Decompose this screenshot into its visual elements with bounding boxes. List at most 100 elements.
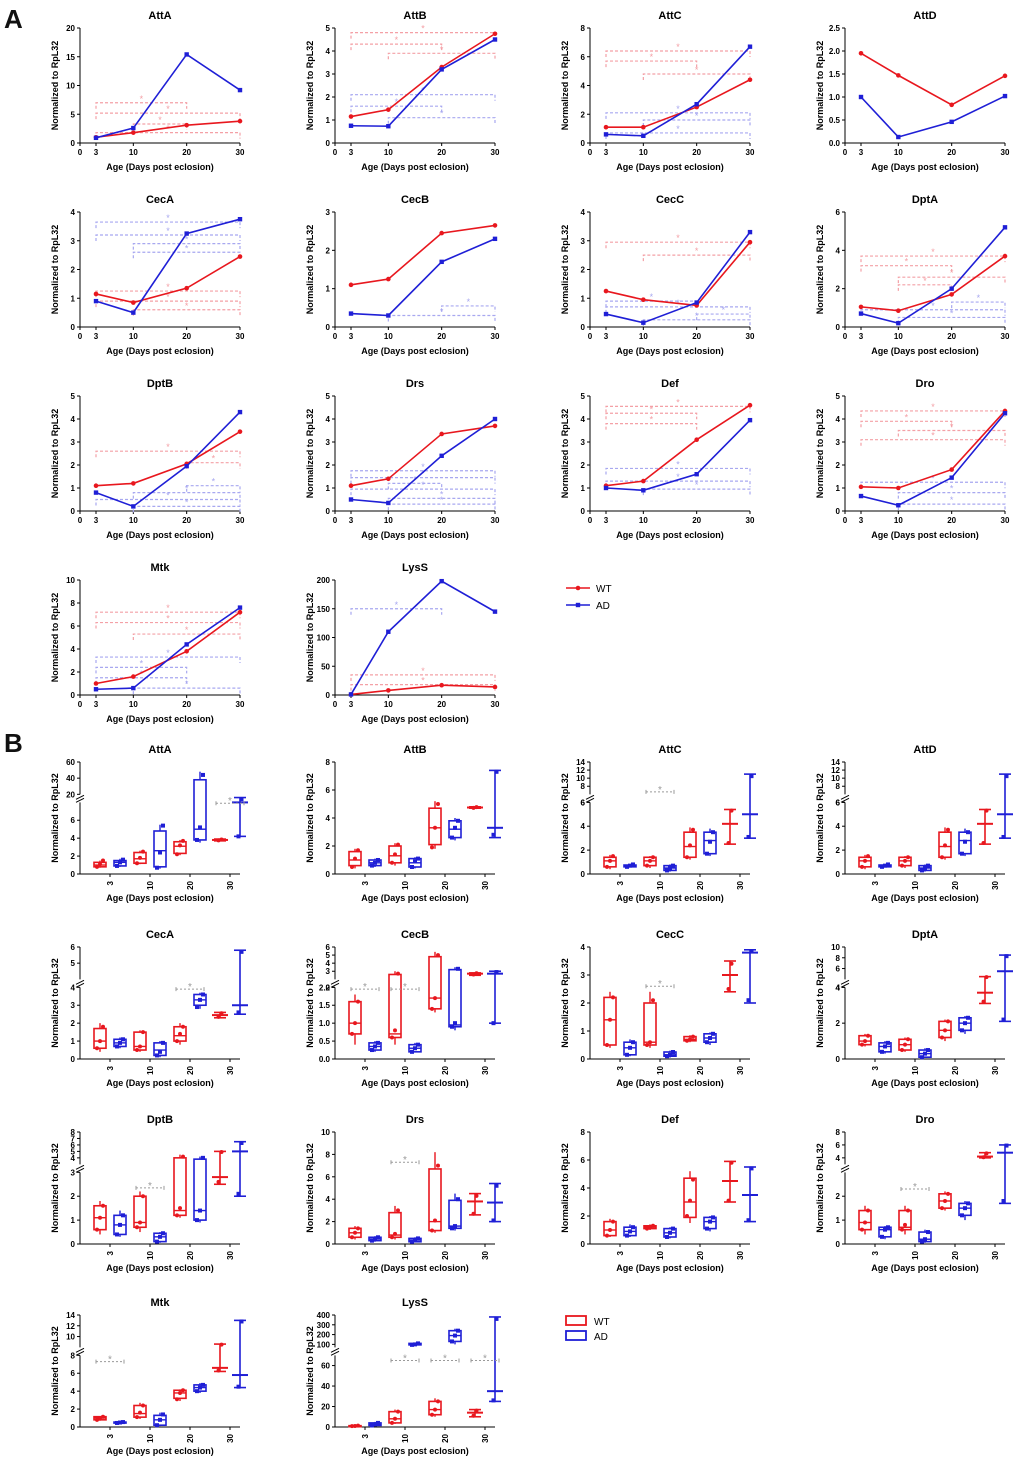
data-point-ad (115, 1044, 119, 1049)
significance-star: * (950, 268, 954, 278)
data-point-ad (963, 1021, 967, 1026)
significance-star: * (950, 495, 954, 505)
significance-bracket (95, 102, 188, 109)
x-axis-label: Age (Days post eclosion) (616, 893, 724, 903)
data-point-ad (494, 1183, 499, 1188)
data-point-wt (688, 843, 692, 848)
data-point-ad (439, 259, 444, 265)
significance-star: * (185, 235, 189, 245)
data-point-wt (858, 484, 864, 490)
data-point-ad (413, 859, 417, 864)
x-tick-label: 0 (78, 700, 83, 709)
data-point-wt (981, 840, 986, 845)
y-tick-label: 0 (71, 323, 76, 332)
x-tick-label: 3 (94, 516, 99, 525)
data-point-ad (880, 1234, 884, 1239)
y-tick-label: 4 (326, 814, 331, 823)
x-tick-label: 20 (441, 1250, 450, 1259)
chart-b-ceca: CecA Normalized to RpL32 Age (Days post ec… (50, 929, 248, 1088)
x-tick-label: 3 (94, 700, 99, 709)
y-axis-label: Normalized to RpL32 (50, 225, 60, 315)
y-tick-label: 6 (581, 798, 586, 807)
significance-bracket (605, 405, 751, 413)
box-wt (388, 1211, 402, 1239)
x-tick-label: 10 (146, 880, 155, 889)
data-point-ad (450, 1024, 454, 1029)
x-tick-label: 3 (106, 1250, 115, 1255)
significance-star: * (977, 293, 981, 303)
data-point-ad (198, 825, 202, 830)
x-tick-label: 30 (491, 148, 500, 157)
data-point-ad (453, 1224, 457, 1229)
box-ad (193, 1158, 207, 1221)
box-wt (173, 1157, 187, 1217)
significance-star: * (695, 65, 699, 75)
significance-bracket (387, 314, 496, 322)
x-tick-label: 10 (146, 1065, 155, 1074)
data-point-wt (436, 1163, 440, 1168)
y-tick-label: 2.0 (319, 983, 331, 992)
data-point-wt (393, 1028, 397, 1033)
data-point-wt (95, 864, 99, 869)
data-point-wt (474, 805, 479, 810)
chart-b-cecb: CecB Normalized to RpL32 Age (Days post ec… (305, 929, 503, 1088)
data-point-wt (131, 481, 136, 486)
x-axis-label: Age (Days post eclosion) (106, 1078, 214, 1088)
x-tick-label: 10 (384, 516, 393, 525)
significance-star: * (650, 415, 654, 425)
data-point-ad (665, 868, 669, 873)
series-line-ad (860, 412, 1006, 507)
y-tick-label: 2 (836, 461, 841, 470)
significance-bracket (132, 492, 241, 499)
box-wt (348, 850, 362, 867)
data-point-ad (628, 1229, 632, 1234)
y-tick-label: 100 (317, 634, 331, 643)
y-tick-label: 1 (326, 484, 331, 493)
series-line-ad (95, 53, 241, 139)
data-point-ad (410, 1049, 414, 1054)
data-point-ad (603, 311, 609, 317)
y-tick-label: 20 (321, 1403, 330, 1412)
data-point-ad (386, 124, 391, 129)
significance-star: * (950, 422, 954, 432)
chart-a-def: Def Normalized to RpL32 Age (Days post ecl… (560, 378, 755, 540)
data-point-wt (181, 1388, 185, 1393)
box-wt (603, 856, 617, 868)
x-tick-label: 30 (236, 148, 245, 157)
x-tick-label: 20 (441, 1433, 450, 1442)
data-point-wt (350, 1424, 354, 1429)
data-point-ad (201, 772, 205, 777)
chart-title: AttA (148, 744, 171, 756)
y-axis-label: Normalized to RpL32 (50, 1326, 60, 1416)
data-point-ad (118, 1222, 122, 1227)
data-point-ad (373, 860, 377, 865)
data-point-ad (131, 310, 136, 315)
y-tick-label: 4 (71, 645, 76, 654)
significance-star: * (931, 247, 935, 257)
x-tick-label: 10 (146, 1433, 155, 1442)
data-point-wt (611, 854, 615, 859)
y-tick-label: 2 (71, 1019, 76, 1028)
data-point-ad (439, 578, 444, 584)
data-point-ad (370, 863, 374, 868)
series-line-ad (605, 231, 751, 324)
significance-bracket (387, 117, 496, 124)
x-axis-label: Age (Days post eclosion) (361, 1078, 469, 1088)
significance-bracket (95, 112, 241, 120)
data-point-ad (747, 44, 753, 49)
data-point-wt (350, 1031, 354, 1036)
significance-star: * (421, 666, 425, 676)
y-axis-label: Normalized to RpL32 (560, 409, 570, 499)
y-tick-label: 4 (71, 415, 76, 424)
significance-star: * (166, 213, 170, 223)
y-tick-label: 3 (581, 971, 586, 980)
y-tick-label: 0 (581, 323, 586, 332)
significance-bracket (350, 105, 443, 113)
chart-a-mtk: Mtk Normalized to RpL32 Age (Days post ecl… (50, 562, 245, 724)
x-tick-label: 30 (736, 880, 745, 889)
x-tick-label: 3 (349, 700, 354, 709)
box-wt (858, 1209, 872, 1231)
y-axis-label: Normalized to RpL32 (560, 958, 570, 1048)
box-wt (173, 840, 187, 855)
